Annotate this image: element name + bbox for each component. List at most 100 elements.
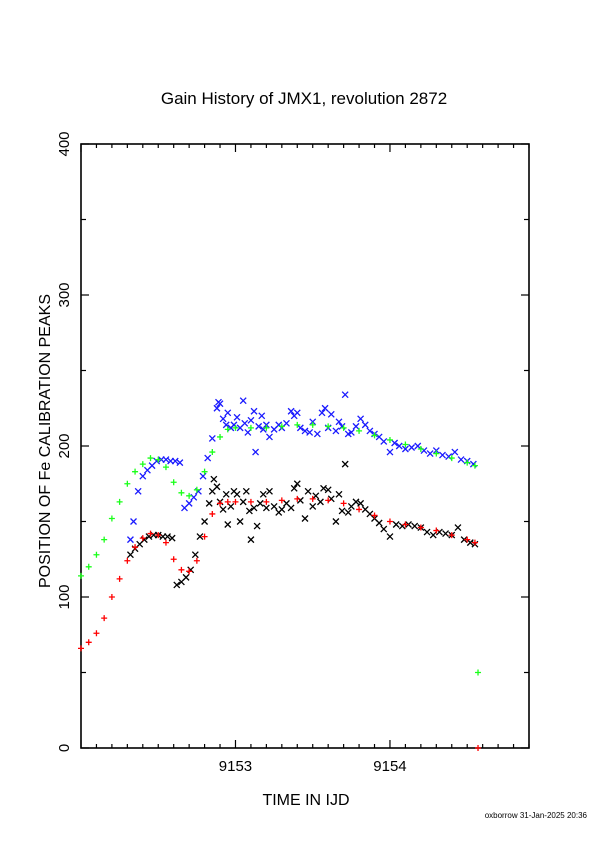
data-point-black [205,499,213,507]
data-point-red [186,568,193,575]
data-point-black [380,525,388,533]
data-point-black [460,536,468,544]
data-point-red [155,532,162,539]
x-tick-labels: 9153 9154 [219,758,407,775]
data-point-black [466,539,474,547]
data-point-red [193,557,200,564]
data-point-black [236,518,244,525]
data-point-blue [252,448,260,456]
data-point-green [417,446,424,453]
chart-title: Gain History of JMX1, revolution 2872 [161,89,447,108]
data-point-black [256,499,264,507]
data-point-red [263,498,270,505]
data-point-black [227,502,235,510]
data-point-blue [176,459,184,467]
data-point-red [116,575,123,582]
data-point-green [232,424,239,431]
data-point-blue [130,518,137,525]
data-point-green [193,486,200,493]
data-point-blue [439,451,446,459]
data-point-black [242,487,250,495]
data-point-red [209,510,216,517]
data-point-green [371,432,378,439]
data-point-black [304,487,312,495]
data-point-green [124,480,131,487]
data-point-green [448,455,455,462]
data-point-blue [262,421,270,429]
data-point-blue [250,407,258,415]
data-point-green [471,462,478,469]
data-point-red [85,639,92,646]
data-point-red [464,536,471,543]
data-point-black [247,536,255,544]
data-point-black [266,487,273,495]
data-point-blue [401,445,409,453]
data-point-green [108,515,115,522]
data-point-blue [414,442,422,450]
data-point-green [278,423,285,430]
data-point-black [219,505,227,513]
data-point-green [178,489,185,496]
data-point-blue [185,499,193,507]
data-point-blue [126,536,134,544]
data-point-blue [171,457,179,465]
data-point-black [250,504,258,512]
data-point-blue [451,448,459,456]
data-point-blue [313,430,321,438]
data-point-blue [457,456,465,464]
data-point-blue [239,397,247,405]
data-point-black [270,502,278,510]
data-point-red [201,533,208,540]
data-point-green [433,450,440,457]
data-point-blue [395,442,403,450]
data-point-blue [224,409,232,417]
data-point-green [139,461,146,468]
data-point-black [245,507,253,515]
data-point-red [78,645,84,652]
y-tick-label: 100 [56,584,73,609]
data-point-black [222,490,230,498]
data-point-green [475,669,482,676]
data-point-green [132,468,139,475]
data-point-black [196,533,204,541]
data-point-green [93,551,100,558]
data-point-blue [255,422,263,430]
data-point-black [338,507,346,515]
data-point-blue [296,424,304,432]
data-point-black [213,483,221,491]
data-point-blue [309,418,317,426]
data-point-black [375,519,383,527]
data-point-black [293,480,301,488]
data-point-blue [357,415,365,423]
data-point-blue [266,433,273,441]
data-point-black [442,530,450,538]
data-point-red [124,557,131,564]
data-point-red [93,630,100,637]
series-green [78,421,482,676]
data-point-red [162,539,169,546]
data-point-blue [241,419,249,427]
data-point-blue [287,407,295,415]
series-red [78,495,482,751]
data-point-green [224,426,231,433]
data-point-blue [283,419,290,427]
data-point-blue [352,422,360,430]
data-point-black [344,508,352,516]
data-point-green [386,436,393,443]
data-point-blue [301,427,309,435]
data-point-blue [321,404,329,412]
data-marks [78,391,482,751]
data-point-red [294,495,301,502]
data-point-blue [380,438,388,445]
data-point-green [186,492,193,499]
data-point-green [101,536,108,543]
data-point-green [78,572,84,579]
x-tick-label: 9154 [373,758,406,775]
data-point-black [126,551,134,559]
data-point-black [253,522,261,530]
data-point-red [232,498,239,505]
data-point-green [209,449,216,456]
data-point-red [340,500,347,507]
footer-credit: oxborrow 31-Jan-2025 20:36 [485,811,588,820]
